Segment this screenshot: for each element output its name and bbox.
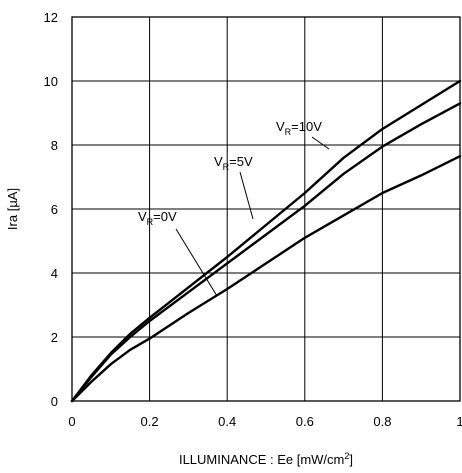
y-tick-label: 10: [44, 74, 58, 89]
y-tick-label: 4: [51, 266, 58, 281]
x-tick-label: 0: [68, 414, 75, 429]
x-tick-label: 0.6: [296, 414, 314, 429]
y-tick-label: 6: [51, 202, 58, 217]
x-axis-label: ILLUMINANCE : Ee [mW/cm2]: [179, 451, 353, 467]
y-tick-label: 2: [51, 330, 58, 345]
series-label-leader: [175, 228, 218, 297]
x-tick-label: 0.2: [141, 414, 159, 429]
series-label-leaders: [175, 136, 330, 297]
series-label-leader: [311, 136, 330, 150]
x-tick-label: 0.4: [218, 414, 236, 429]
grid: [72, 17, 460, 401]
series-line-0: [70, 79, 462, 403]
series-label-2: VR=0V: [138, 209, 177, 227]
series-lines: [70, 79, 462, 403]
y-tick-label: 0: [51, 394, 58, 409]
x-tick-label: 0.8: [373, 414, 391, 429]
x-tick-labels: 0 0.2 0.4 0.6 0.8 1: [68, 414, 462, 429]
series-label-leader: [239, 171, 254, 220]
y-tick-labels: 0 2 4 6 8 10 12: [44, 10, 58, 409]
series-label-0: VR=10V: [276, 119, 322, 137]
y-tick-label: 8: [51, 138, 58, 153]
y-tick-label: 12: [44, 10, 58, 25]
series-labels: VR=10V VR=5V VR=0V: [138, 119, 322, 227]
x-tick-label: 1: [456, 414, 462, 429]
series-line-1: [70, 102, 462, 403]
series-line-2: [70, 155, 462, 403]
y-axis-label: Ira [µA]: [5, 188, 20, 230]
plot-frame: [71, 16, 461, 402]
series-label-1: VR=5V: [214, 154, 253, 172]
